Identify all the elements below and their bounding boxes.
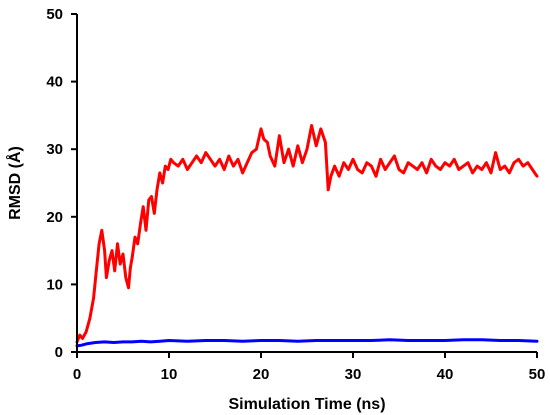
- y-tick-label: 40: [46, 74, 63, 91]
- y-tick-label: 0: [55, 344, 63, 361]
- ticks-layer: 0 10 20 30 40 50 0 10 20 30 40 50: [46, 6, 545, 383]
- y-tick-label: 10: [46, 276, 63, 293]
- y-tick-label: 30: [46, 141, 63, 158]
- x-tick-label: 50: [529, 366, 546, 383]
- x-tick-label: 0: [73, 366, 81, 383]
- series-line-2: [75, 338, 539, 348]
- y-tick-label: 50: [46, 6, 63, 23]
- x-tick-label: 40: [437, 366, 454, 383]
- x-tick-label: 10: [161, 366, 178, 383]
- x-tick-label: 20: [253, 366, 270, 383]
- x-axis-title: Simulation Time (ns): [228, 396, 385, 413]
- series-line-1: [75, 124, 539, 344]
- y-axis-title: RMSD (Å): [5, 146, 24, 220]
- y-tick-label: 20: [46, 209, 63, 226]
- series-layer: [75, 124, 539, 348]
- x-tick-label: 30: [345, 366, 362, 383]
